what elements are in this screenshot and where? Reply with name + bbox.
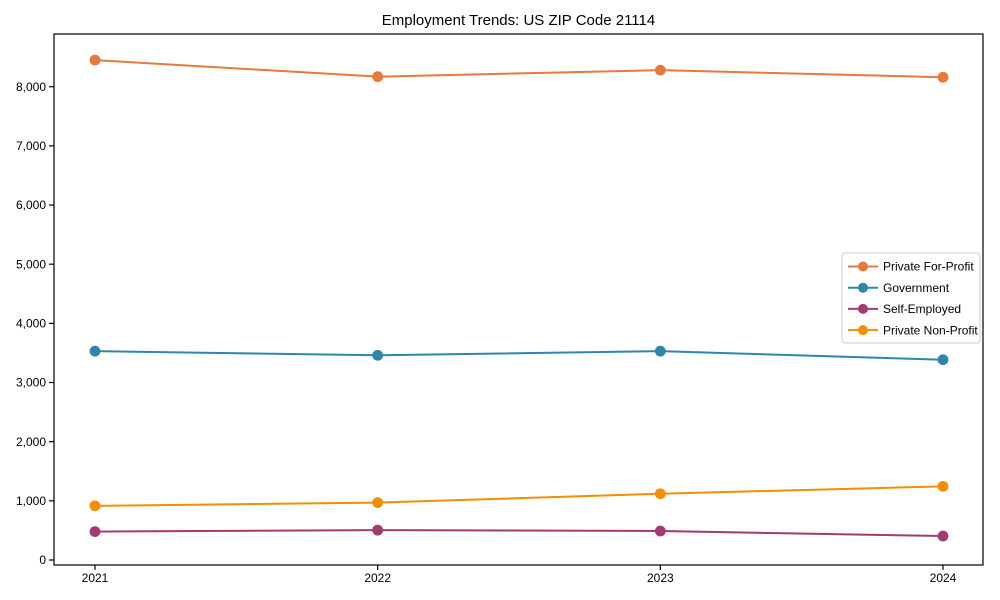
x-axis-tick-label: 2021: [82, 571, 109, 585]
legend-marker-self-employed: [858, 303, 868, 314]
y-axis-tick-label: 3,000: [16, 376, 46, 390]
series-line-government: [94, 350, 945, 361]
legend-box: [841, 252, 981, 344]
legend-label-private-non-profit: Private Non-Profit: [883, 323, 978, 337]
series-marker-private-non-profit: [937, 480, 949, 492]
legend-marker-private-for-profit: [858, 261, 868, 272]
y-axis-tick-label: 1,000: [16, 494, 46, 508]
series-marker-private-non-profit: [89, 500, 101, 512]
series-line-self-employed: [94, 529, 945, 538]
x-axis-tick-label: 2023: [647, 571, 674, 585]
y-axis-tick-label: 0: [39, 553, 46, 567]
series-marker-self-employed: [89, 526, 101, 538]
series-marker-private-non-profit: [372, 497, 384, 509]
x-axis-tick-label: 2022: [364, 571, 391, 585]
series-marker-self-employed: [937, 530, 949, 542]
series-line-private-non-profit: [94, 485, 945, 507]
y-axis-tick-label: 5,000: [16, 257, 46, 271]
legend-label-government: Government: [883, 281, 950, 295]
series-line-private-for-profit: [94, 59, 945, 79]
y-axis-tick-label: 2,000: [16, 435, 46, 449]
series-marker-private-for-profit: [654, 64, 666, 76]
y-axis-tick-label: 6,000: [16, 198, 46, 212]
series-marker-self-employed: [654, 525, 666, 537]
y-axis-tick-label: 8,000: [16, 80, 46, 94]
series-marker-government: [654, 345, 666, 357]
series-marker-private-non-profit: [654, 488, 666, 500]
legend-label-private-for-profit: Private For-Profit: [883, 260, 974, 274]
series-marker-self-employed: [372, 524, 384, 536]
series-marker-private-for-profit: [89, 54, 101, 66]
series-marker-private-for-profit: [937, 71, 949, 83]
plot-border: [53, 33, 984, 566]
series-marker-government: [372, 349, 384, 361]
legend-marker-private-non-profit: [858, 325, 868, 336]
x-axis-tick-label: 2024: [930, 571, 957, 585]
y-axis-tick-label: 4,000: [16, 317, 46, 331]
series-marker-government: [89, 345, 101, 357]
series-marker-government: [937, 354, 949, 366]
y-axis-tick-label: 7,000: [16, 139, 46, 153]
legend-label-self-employed: Self-Employed: [883, 302, 961, 316]
series-marker-private-for-profit: [372, 71, 384, 83]
legend-marker-government: [858, 282, 868, 293]
chart-title: Employment Trends: US ZIP Code 21114: [381, 12, 656, 29]
